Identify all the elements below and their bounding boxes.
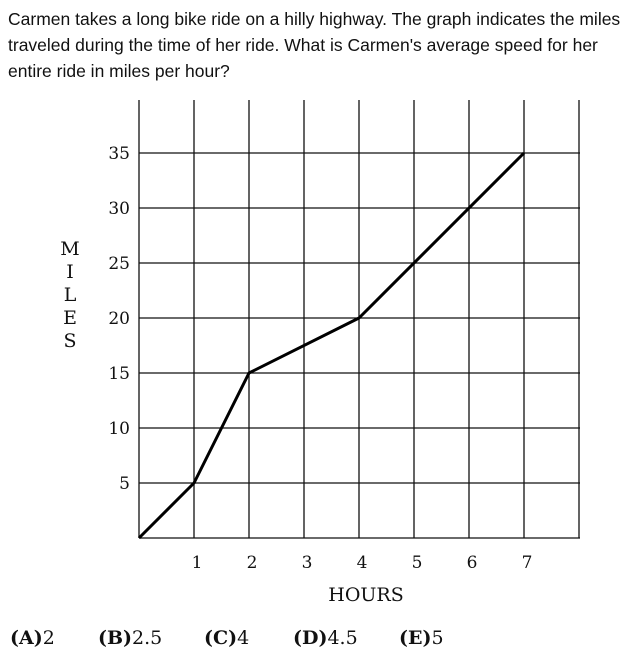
y-tick-label: 35 (108, 144, 130, 164)
answer-choices: (A)2 (B)2.5 (C)4 (D)4.5 (E)5 (10, 627, 444, 649)
x-tick-label: 6 (467, 553, 478, 573)
choice-b-letter: (B) (98, 627, 133, 649)
question-text: Carmen takes a long bike ride on a hilly… (8, 9, 621, 81)
series (137, 151, 526, 540)
y-tick-label: 15 (108, 364, 130, 384)
choice-d-letter: (D) (293, 627, 328, 649)
choice-c-value: 4 (237, 627, 250, 649)
y-tick-label: 30 (108, 199, 130, 219)
y-axis-label-letter: I (66, 261, 74, 283)
y-axis-label-letter: S (63, 330, 76, 352)
x-tick-label: 7 (522, 553, 533, 573)
choice-d-value: 4.5 (327, 627, 358, 649)
x-tick-label: 5 (412, 553, 423, 573)
choice-c-letter: (C) (204, 627, 238, 649)
x-tick-label: 1 (192, 553, 203, 573)
choice-c[interactable]: (C)4 (204, 627, 293, 649)
x-axis-label: HOURS (328, 584, 403, 606)
y-axis-label-letter: M (60, 238, 79, 260)
y-tick-label: 10 (108, 419, 130, 439)
y-tick-label: 20 (108, 309, 130, 329)
x-tick-label: 2 (247, 553, 258, 573)
choice-d[interactable]: (D)4.5 (293, 627, 399, 649)
series-line (137, 151, 526, 540)
choice-e[interactable]: (E)5 (399, 627, 444, 649)
y-axis-label-letter: L (64, 284, 77, 306)
choice-e-letter: (E) (399, 627, 432, 649)
choice-e-value: 5 (431, 627, 444, 649)
y-tick-label: 25 (108, 254, 130, 274)
x-tick-label: 3 (302, 553, 313, 573)
choice-b[interactable]: (B)2.5 (98, 627, 204, 649)
choice-b-value: 2.5 (132, 627, 163, 649)
tick-labels: 1 2 3 4 5 6 7 5 10 15 20 25 30 35 (108, 144, 532, 573)
y-axis-label-letter: E (63, 307, 77, 329)
choice-a-letter: (A) (10, 627, 43, 649)
y-tick-label: 5 (119, 474, 130, 494)
x-tick-label: 4 (357, 553, 368, 573)
choice-a[interactable]: (A)2 (10, 627, 98, 649)
choice-a-value: 2 (42, 627, 55, 649)
